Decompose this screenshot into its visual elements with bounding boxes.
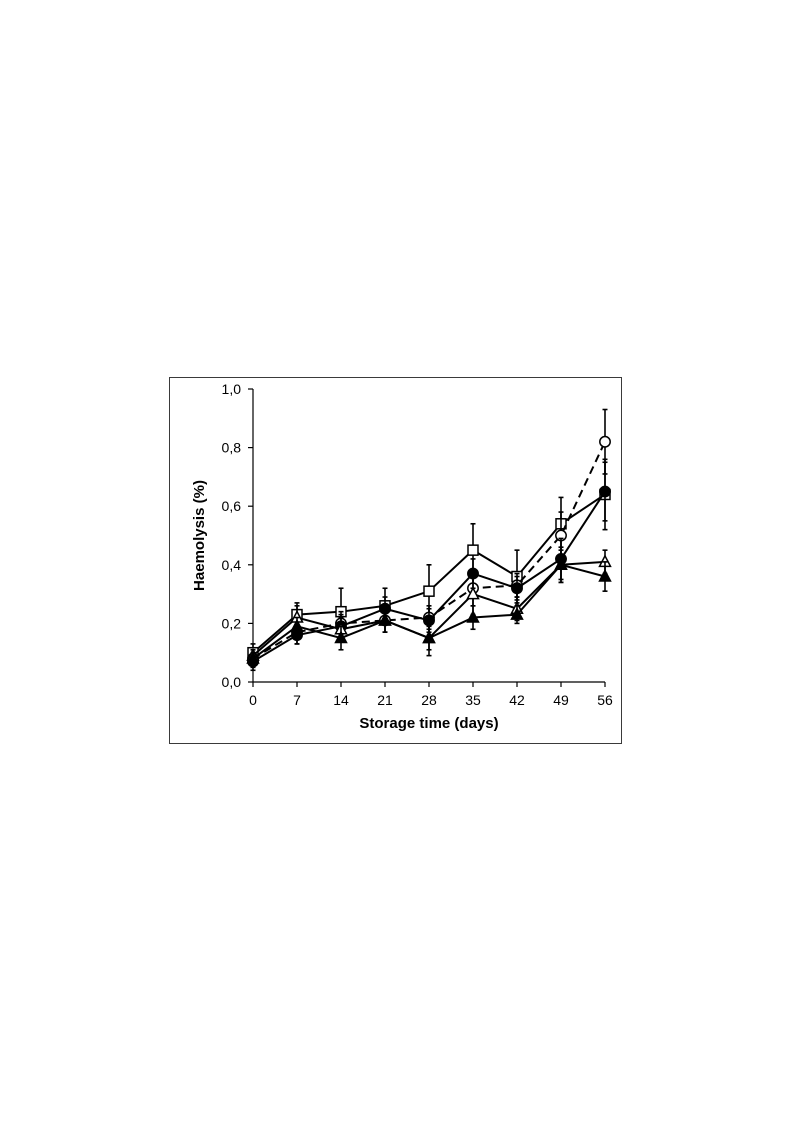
x-tick-label: 35: [465, 692, 481, 708]
data-point: [334, 630, 348, 644]
data-point: [422, 630, 436, 644]
data-point: [510, 606, 524, 620]
data-point: [599, 485, 611, 498]
x-tick-label: 7: [293, 692, 301, 708]
y-tick-label: 1,0: [222, 381, 242, 397]
y-tick-label: 0,2: [222, 615, 242, 631]
chart-series: [246, 408, 612, 672]
x-tick-label: 28: [421, 692, 437, 708]
x-tick-label: 14: [333, 692, 349, 708]
x-tick-label: 21: [377, 692, 393, 708]
x-tick-label: 56: [597, 692, 613, 708]
chart-axes: 0,0 0,2 0,4 0,6 0,8 1,0 0 7 14 21 28 35 42 49 56: [222, 381, 613, 708]
data-point: [423, 585, 435, 597]
data-point: [467, 544, 479, 556]
data-point: [511, 582, 523, 595]
data-point: [598, 568, 612, 582]
data-point: [290, 618, 304, 632]
y-tick-label: 0,6: [222, 498, 242, 514]
y-tick-label: 0,0: [222, 674, 242, 690]
x-tick-label: 49: [553, 692, 569, 708]
data-point: [599, 435, 611, 448]
line-chart: 0,0 0,2 0,4 0,6 0,8 1,0 0 7 14 21 28 35 42 49 56 Stora…: [191, 381, 613, 732]
y-tick-label: 0,4: [222, 557, 242, 573]
data-point: [378, 612, 392, 626]
data-point: [246, 650, 260, 664]
figure-frame: 0,0 0,2 0,4 0,6 0,8 1,0 0 7 14 21 28 35 42 49 56 Stora…: [169, 377, 622, 744]
x-axis-title: Storage time (days): [359, 715, 498, 732]
data-point: [466, 609, 480, 623]
data-point: [554, 557, 568, 571]
series-filled-triangle: [246, 546, 612, 666]
x-tick-label: 0: [249, 692, 257, 708]
y-tick-label: 0,8: [222, 440, 242, 456]
data-point: [466, 586, 480, 600]
x-tick-label: 42: [509, 692, 525, 708]
y-axis-title: Haemolysis (%): [191, 480, 208, 591]
